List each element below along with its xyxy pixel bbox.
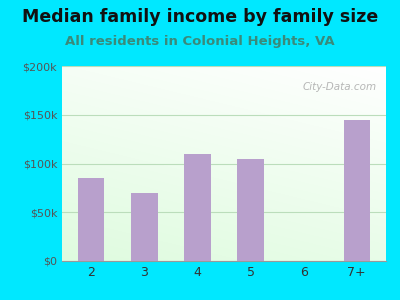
Text: City-Data.com: City-Data.com [302, 82, 376, 92]
Bar [344, 120, 370, 261]
Bar [237, 159, 264, 261]
Bar [184, 154, 211, 261]
Text: Median family income by family size: Median family income by family size [22, 8, 378, 26]
Text: All residents in Colonial Heights, VA: All residents in Colonial Heights, VA [65, 34, 335, 47]
Bar [131, 193, 158, 261]
Bar [78, 178, 104, 261]
